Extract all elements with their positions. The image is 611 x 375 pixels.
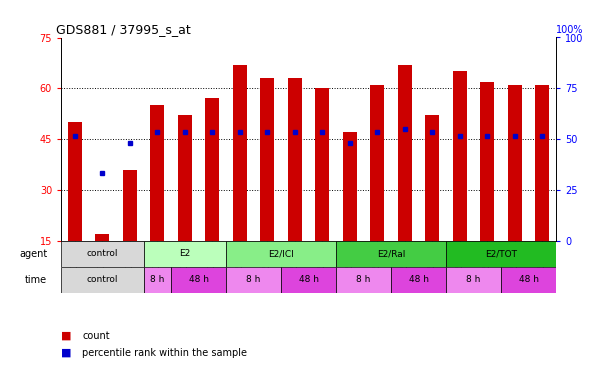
Text: time: time bbox=[25, 274, 48, 285]
Bar bbox=[453, 71, 467, 241]
Bar bbox=[535, 85, 549, 241]
Bar bbox=[144, 267, 171, 292]
Bar bbox=[336, 241, 446, 267]
Bar bbox=[233, 64, 247, 241]
Bar bbox=[205, 99, 219, 241]
Text: 48 h: 48 h bbox=[409, 275, 428, 284]
Bar bbox=[178, 116, 192, 241]
Bar bbox=[370, 85, 384, 241]
Text: E2/Ral: E2/Ral bbox=[377, 249, 405, 258]
Bar bbox=[391, 267, 446, 292]
Bar bbox=[68, 122, 82, 241]
Text: 8 h: 8 h bbox=[150, 275, 164, 284]
Bar bbox=[61, 241, 144, 267]
Text: control: control bbox=[87, 249, 118, 258]
Bar bbox=[150, 105, 164, 241]
Bar bbox=[226, 241, 336, 267]
Bar bbox=[508, 85, 522, 241]
Bar bbox=[425, 116, 439, 241]
Bar bbox=[446, 241, 556, 267]
Text: 48 h: 48 h bbox=[299, 275, 318, 284]
Bar bbox=[260, 78, 274, 241]
Bar bbox=[171, 267, 226, 292]
Bar bbox=[446, 267, 501, 292]
Text: E2: E2 bbox=[179, 249, 191, 258]
Text: 8 h: 8 h bbox=[356, 275, 371, 284]
Bar bbox=[288, 78, 302, 241]
Text: 48 h: 48 h bbox=[189, 275, 208, 284]
Bar bbox=[501, 267, 556, 292]
Text: ■: ■ bbox=[61, 348, 71, 357]
Bar bbox=[336, 267, 391, 292]
Bar bbox=[95, 234, 109, 241]
Text: 48 h: 48 h bbox=[519, 275, 538, 284]
Text: GDS881 / 37995_s_at: GDS881 / 37995_s_at bbox=[56, 23, 191, 36]
Text: E2/TOT: E2/TOT bbox=[485, 249, 517, 258]
Bar bbox=[144, 241, 226, 267]
Text: 8 h: 8 h bbox=[246, 275, 261, 284]
Text: control: control bbox=[87, 275, 118, 284]
Bar bbox=[398, 64, 412, 241]
Text: 8 h: 8 h bbox=[466, 275, 481, 284]
Bar bbox=[61, 267, 144, 292]
Bar bbox=[343, 132, 357, 241]
Text: agent: agent bbox=[19, 249, 48, 259]
Bar bbox=[480, 81, 494, 241]
Text: ■: ■ bbox=[61, 331, 71, 340]
Bar bbox=[281, 267, 336, 292]
Bar bbox=[315, 88, 329, 241]
Text: count: count bbox=[82, 331, 110, 340]
Text: percentile rank within the sample: percentile rank within the sample bbox=[82, 348, 247, 357]
Text: 100%: 100% bbox=[556, 26, 584, 36]
Text: E2/ICI: E2/ICI bbox=[268, 249, 294, 258]
Bar bbox=[123, 170, 137, 241]
Bar bbox=[226, 267, 281, 292]
